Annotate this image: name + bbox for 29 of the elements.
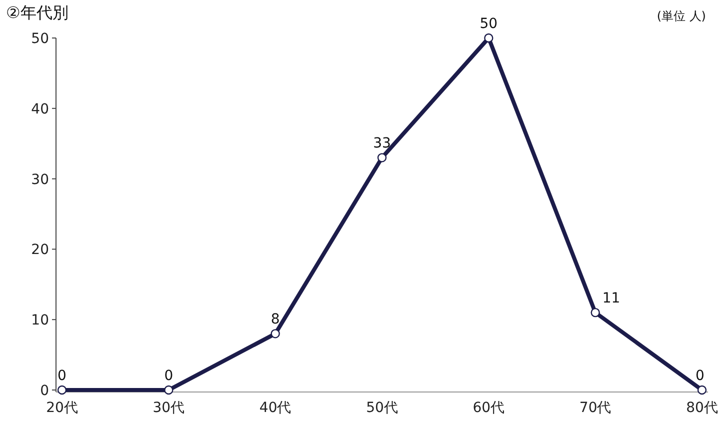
point [164, 385, 174, 395]
point [270, 329, 280, 338]
data-label: 11 [602, 290, 620, 307]
x-tick-label: 30代 [152, 400, 185, 416]
data-label: 0 [58, 368, 66, 384]
x-tick-label: 20代 [46, 400, 78, 416]
data-label: 50 [480, 16, 498, 32]
point [697, 385, 707, 395]
point [57, 385, 67, 395]
text: (単位 人) [656, 9, 706, 23]
chart-title: ②年代別 [6, 3, 68, 22]
x-tick-label: 70代 [579, 400, 612, 416]
point [590, 308, 600, 318]
y-tick-label: 10 [31, 312, 49, 329]
y-tick-label: 20 [31, 242, 49, 258]
point [484, 33, 494, 43]
y-tick-label: 30 [31, 172, 49, 188]
y-tick-label: 0 [40, 383, 49, 399]
x-tick-label: 50代 [366, 400, 398, 416]
data-label: 0 [164, 368, 174, 384]
y-tick-label: 40 [31, 101, 49, 118]
x-tick-label: 60代 [472, 400, 505, 416]
y-tick-label: 50 [31, 31, 49, 47]
point [377, 153, 387, 162]
data-label: 0 [696, 368, 704, 384]
data-label: 33 [373, 136, 391, 152]
x-tick-label: 80代 [686, 400, 718, 416]
data-label: 8 [270, 312, 280, 328]
x-tick-label: 40代 [259, 400, 292, 416]
